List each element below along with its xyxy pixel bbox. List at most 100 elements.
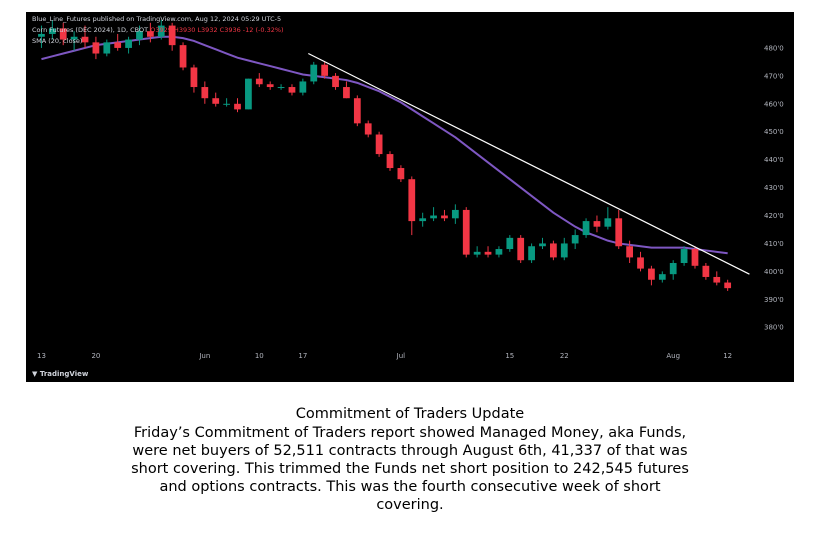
candle <box>103 39 111 57</box>
candle-body <box>593 221 601 227</box>
candle-body <box>539 243 546 247</box>
x-tick-label: 17 <box>298 352 307 360</box>
candle-body <box>103 42 111 54</box>
candle-body <box>223 103 230 105</box>
candle <box>190 64 198 93</box>
caption-body: Friday’s Commitment of Traders report sh… <box>131 425 689 513</box>
candle <box>179 42 187 71</box>
candle <box>615 209 623 250</box>
candle-body <box>582 221 590 236</box>
candle <box>234 98 241 113</box>
candle <box>680 246 688 266</box>
candle <box>201 81 209 104</box>
candle <box>114 33 122 51</box>
candle <box>484 246 492 258</box>
candle-body <box>550 243 557 258</box>
candle-body <box>70 36 78 40</box>
candle <box>59 22 67 46</box>
candle-body <box>146 31 154 37</box>
y-tick-label: 440'0 <box>764 156 784 164</box>
candle <box>506 235 514 252</box>
candle-body <box>386 154 394 169</box>
candle-body <box>495 249 503 255</box>
tradingview-logo-icon: ▼ <box>32 370 38 378</box>
publisher-text: Blue_Line_Futures published on TradingVi… <box>32 15 282 23</box>
trendline[interactable] <box>308 52 750 275</box>
candle-body <box>484 251 492 255</box>
candle-body <box>81 36 89 43</box>
candle-body <box>212 98 220 104</box>
x-tick-label: 22 <box>560 352 569 360</box>
candle <box>332 73 339 90</box>
y-tick-label: 390'0 <box>764 296 784 304</box>
ohlc-values: O3929 H3930 L3932 C3936 -12 (-0.32%) <box>150 26 284 34</box>
y-tick-label: 400'0 <box>764 268 784 276</box>
candle <box>669 260 677 280</box>
candle <box>81 25 89 48</box>
price-chart[interactable]: 480'0 470'0 460'0 450'0 440'0 430'0 420'0 410'0… <box>26 12 794 382</box>
y-tick-label: 410'0 <box>764 240 784 248</box>
candle-body <box>658 274 666 280</box>
x-tick-label: Jun <box>198 352 210 360</box>
candle <box>648 265 655 286</box>
caption-title: Commitment of Traders Update <box>295 406 525 422</box>
y-tick-label: 420'0 <box>764 212 784 220</box>
candle <box>255 73 263 88</box>
x-tick-label: 20 <box>91 352 100 360</box>
candle <box>48 20 56 40</box>
candle-body <box>255 78 263 85</box>
candle <box>364 120 372 138</box>
candle <box>277 84 285 90</box>
candle-body <box>59 28 67 40</box>
y-tick-label: 480'0 <box>764 44 784 52</box>
candle <box>157 20 165 40</box>
x-axis: 13 20 Jun 10 17 Jul 15 22 Aug 12 <box>37 352 732 360</box>
candle-body <box>615 218 623 247</box>
candle-body <box>299 81 307 93</box>
candle-body <box>691 249 699 266</box>
candle-body <box>157 25 165 37</box>
candle <box>702 263 710 280</box>
caption: Commitment of Traders Update Friday’s Co… <box>0 405 820 514</box>
candle <box>212 92 220 107</box>
y-tick-label: 430'0 <box>764 184 784 192</box>
chart-canvas[interactable]: 480'0 470'0 460'0 450'0 440'0 430'0 420'0 410'0… <box>26 12 794 382</box>
x-tick-label: 10 <box>255 352 264 360</box>
candle <box>528 243 535 263</box>
candle <box>582 218 590 238</box>
candle-body <box>364 123 372 135</box>
candle-body <box>419 218 427 222</box>
candle <box>343 81 350 99</box>
candle <box>560 237 568 261</box>
candle-body <box>353 98 361 124</box>
candle-body <box>506 237 514 250</box>
candle-body <box>397 168 405 180</box>
candle-body <box>190 67 198 88</box>
candle-body <box>571 235 579 244</box>
trendline-group <box>308 52 750 275</box>
candle <box>92 36 100 60</box>
candle-body <box>680 249 688 263</box>
candle <box>397 165 405 182</box>
candle <box>266 81 274 90</box>
candle-body <box>451 209 459 219</box>
candle <box>550 240 557 261</box>
candle <box>223 98 230 107</box>
candle-body <box>637 257 644 269</box>
candle-body <box>168 25 176 46</box>
candle-body <box>528 246 535 261</box>
candle <box>245 78 252 110</box>
candle <box>430 207 437 222</box>
candle-body <box>321 64 329 76</box>
candle <box>146 22 154 43</box>
candle-body <box>724 282 732 289</box>
y-tick-label: 470'0 <box>764 72 784 80</box>
candle <box>451 204 459 224</box>
y-tick-label: 380'0 <box>764 324 784 332</box>
sma-legend: SMA (20, close) <box>32 37 83 45</box>
candle <box>637 251 644 272</box>
candle-body <box>702 265 710 277</box>
candle <box>604 207 612 230</box>
candle <box>539 237 546 250</box>
candle-body <box>430 215 437 219</box>
